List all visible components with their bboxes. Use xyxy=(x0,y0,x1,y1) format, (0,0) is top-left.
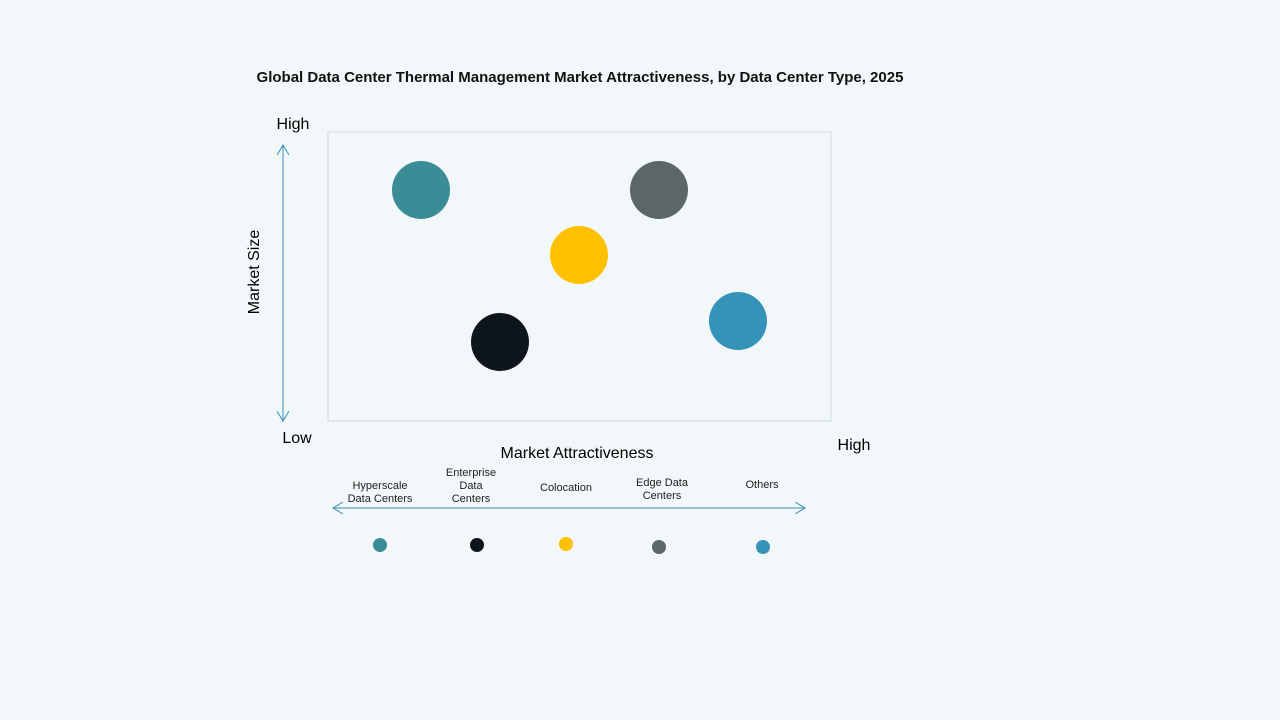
legend-label: Edge Data Centers xyxy=(636,477,688,502)
legend-dot xyxy=(559,537,573,551)
legend-dot xyxy=(652,540,666,554)
bubble xyxy=(550,226,608,284)
legend-label: Colocation xyxy=(540,482,592,494)
bubble xyxy=(709,292,767,350)
bubble xyxy=(471,313,529,371)
y-axis-label: Market Size xyxy=(246,230,263,315)
legend-label: Others xyxy=(745,479,779,491)
x-high: High xyxy=(838,437,871,454)
legend-dot xyxy=(470,538,484,552)
plot-area xyxy=(327,131,832,422)
legend-label: Hyperscale Data Centers xyxy=(347,480,413,505)
bubble xyxy=(392,161,450,219)
x-axis-label: Market Attractiveness xyxy=(501,445,654,462)
bubble xyxy=(630,161,688,219)
legend-label: Enterprise Data Centers xyxy=(445,467,497,505)
y-low: Low xyxy=(282,430,312,447)
legend-dot xyxy=(756,540,770,554)
chart-title: Global Data Center Thermal Management Ma… xyxy=(257,69,904,86)
legend-dot xyxy=(373,538,387,552)
y-high: High xyxy=(277,116,310,133)
